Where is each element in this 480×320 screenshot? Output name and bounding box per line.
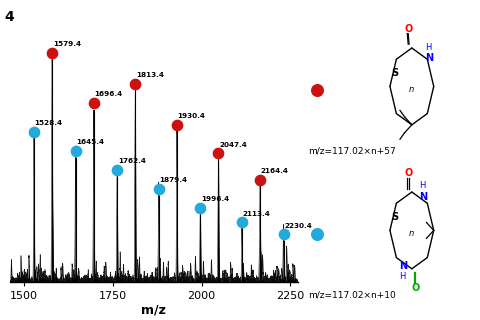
Text: N: N <box>425 53 433 63</box>
Text: 1645.4: 1645.4 <box>76 139 104 145</box>
Point <box>132 82 139 87</box>
Point <box>72 148 79 153</box>
Point <box>173 122 180 127</box>
Point <box>280 232 288 237</box>
Text: 1579.4: 1579.4 <box>53 41 81 47</box>
Text: O: O <box>404 24 412 34</box>
Text: 2230.4: 2230.4 <box>284 223 312 229</box>
Text: S: S <box>391 212 398 222</box>
Text: N: N <box>419 192 427 202</box>
Text: O: O <box>404 168 412 178</box>
Point <box>48 51 56 56</box>
Point <box>196 205 204 211</box>
Text: 2113.4: 2113.4 <box>242 211 270 217</box>
Text: n: n <box>408 229 414 238</box>
Text: m/z=117.02×n+57: m/z=117.02×n+57 <box>308 147 396 156</box>
Point <box>313 231 321 236</box>
Text: 1696.4: 1696.4 <box>95 92 122 98</box>
Text: N: N <box>399 260 407 271</box>
Point <box>215 151 222 156</box>
Text: 4: 4 <box>5 10 14 24</box>
Point <box>313 87 321 92</box>
Text: n: n <box>408 85 414 94</box>
Point <box>113 167 121 172</box>
Point <box>238 220 246 225</box>
X-axis label: m/z: m/z <box>141 303 166 316</box>
Text: m/z=117.02×n+10: m/z=117.02×n+10 <box>308 291 396 300</box>
Text: H: H <box>420 181 426 190</box>
Text: O: O <box>411 283 420 293</box>
Text: 1996.4: 1996.4 <box>201 196 229 203</box>
Text: 2164.4: 2164.4 <box>261 168 288 174</box>
Point <box>155 187 163 192</box>
Text: 2047.4: 2047.4 <box>219 141 247 148</box>
Point <box>90 100 97 106</box>
Text: 1930.4: 1930.4 <box>178 113 205 119</box>
Point <box>256 177 264 182</box>
Text: H: H <box>425 43 432 52</box>
Text: 1528.4: 1528.4 <box>35 120 62 126</box>
Text: 1762.4: 1762.4 <box>118 158 146 164</box>
Text: 1879.4: 1879.4 <box>159 177 187 183</box>
Text: S: S <box>391 68 398 78</box>
Point <box>30 129 38 134</box>
Text: 1813.4: 1813.4 <box>136 72 164 78</box>
Text: H: H <box>399 272 406 281</box>
